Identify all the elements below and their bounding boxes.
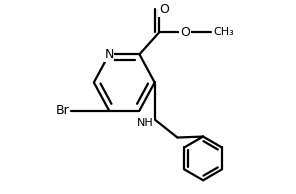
Text: CH₃: CH₃ (213, 27, 234, 37)
Text: O: O (159, 3, 169, 16)
Text: Br: Br (56, 104, 70, 117)
Text: O: O (180, 26, 190, 39)
Text: NH: NH (137, 118, 154, 128)
Text: N: N (104, 48, 114, 61)
